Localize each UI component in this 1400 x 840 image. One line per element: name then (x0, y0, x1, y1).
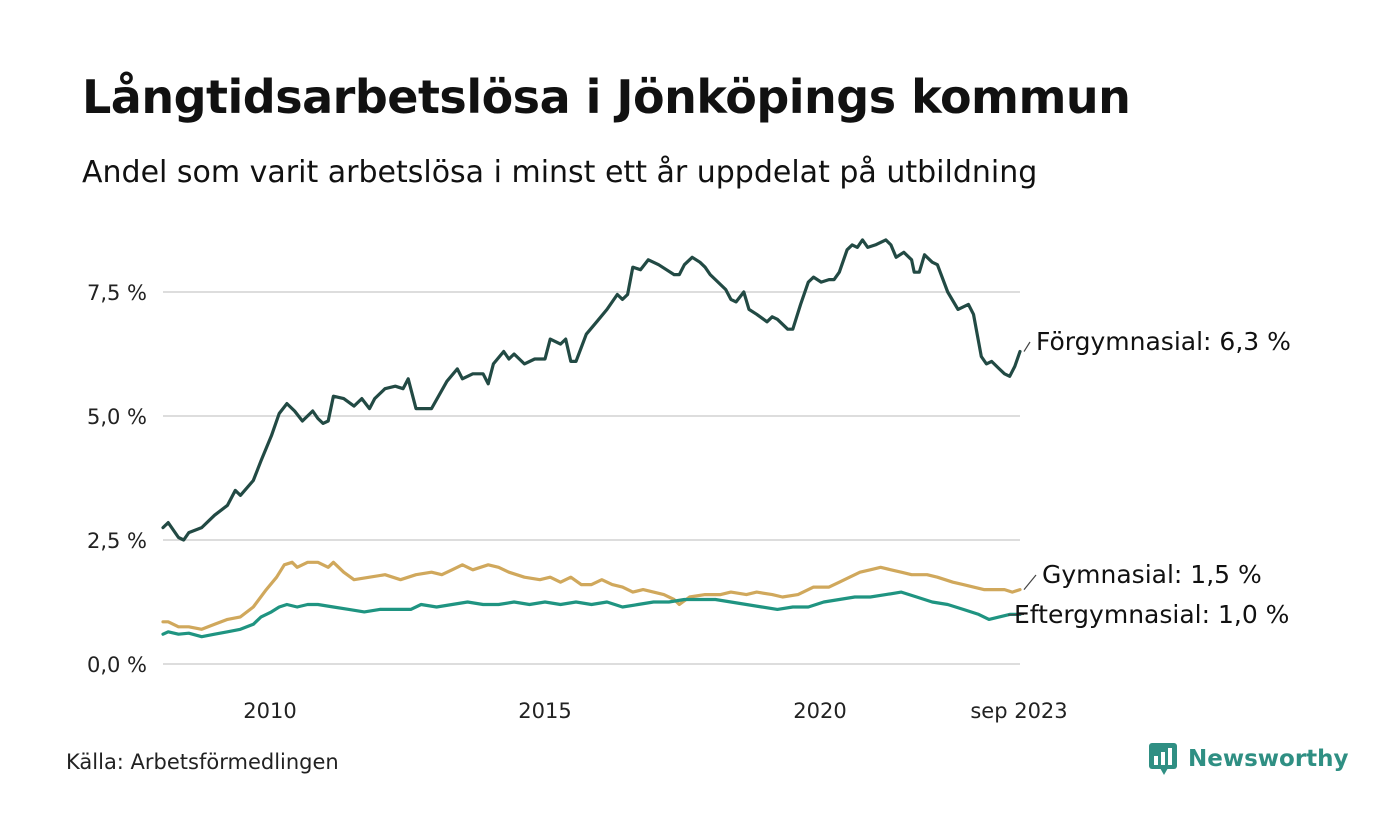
series-line-förgymnasial (161, 238, 1022, 542)
series-line-eftergymnasial (161, 590, 1022, 639)
series-lines (161, 238, 1022, 639)
series-line-gymnasial (161, 560, 1022, 631)
end-label-förgymnasial: Förgymnasial: 6,3 % (1036, 327, 1291, 356)
y-tick-label: 7,5 % (87, 281, 147, 305)
x-tick-label: 2020 (793, 699, 846, 723)
x-tick-label: sep 2023 (970, 699, 1067, 723)
newsworthy-logo: Newsworthy (1148, 742, 1349, 776)
brand-name: Newsworthy (1188, 746, 1349, 772)
chart-title: Långtidsarbetslösa i Jönköpings kommun (82, 70, 1131, 124)
y-tick-label: 0,0 % (87, 653, 147, 677)
end-label-connector (1007, 613, 1025, 616)
end-label-connector (1023, 341, 1031, 352)
y-tick-label: 2,5 % (87, 529, 147, 553)
source-note: Källa: Arbetsförmedlingen (66, 750, 339, 774)
x-tick-label: 2015 (518, 699, 571, 723)
y-tick-label: 5,0 % (87, 405, 147, 429)
x-axis: 2010 2015 2020 sep 2023 (243, 699, 1067, 723)
x-tick-label: 2010 (243, 699, 296, 723)
grid-lines (163, 291, 1020, 665)
chart-bubble-icon (1149, 743, 1177, 775)
series-end-labels: Förgymnasial: 6,3 % Gymnasial: 1,5 % Efter… (1007, 327, 1291, 629)
end-label-eftergymnasial: Eftergymnasial: 1,0 % (1014, 600, 1289, 629)
y-axis: 0,0 % 2,5 % 5,0 % 7,5 % (87, 281, 147, 677)
end-label-gymnasial: Gymnasial: 1,5 % (1042, 560, 1262, 589)
chart-subtitle: Andel som varit arbetslösa i minst ett å… (82, 155, 1038, 190)
end-label-connector (1023, 574, 1037, 590)
